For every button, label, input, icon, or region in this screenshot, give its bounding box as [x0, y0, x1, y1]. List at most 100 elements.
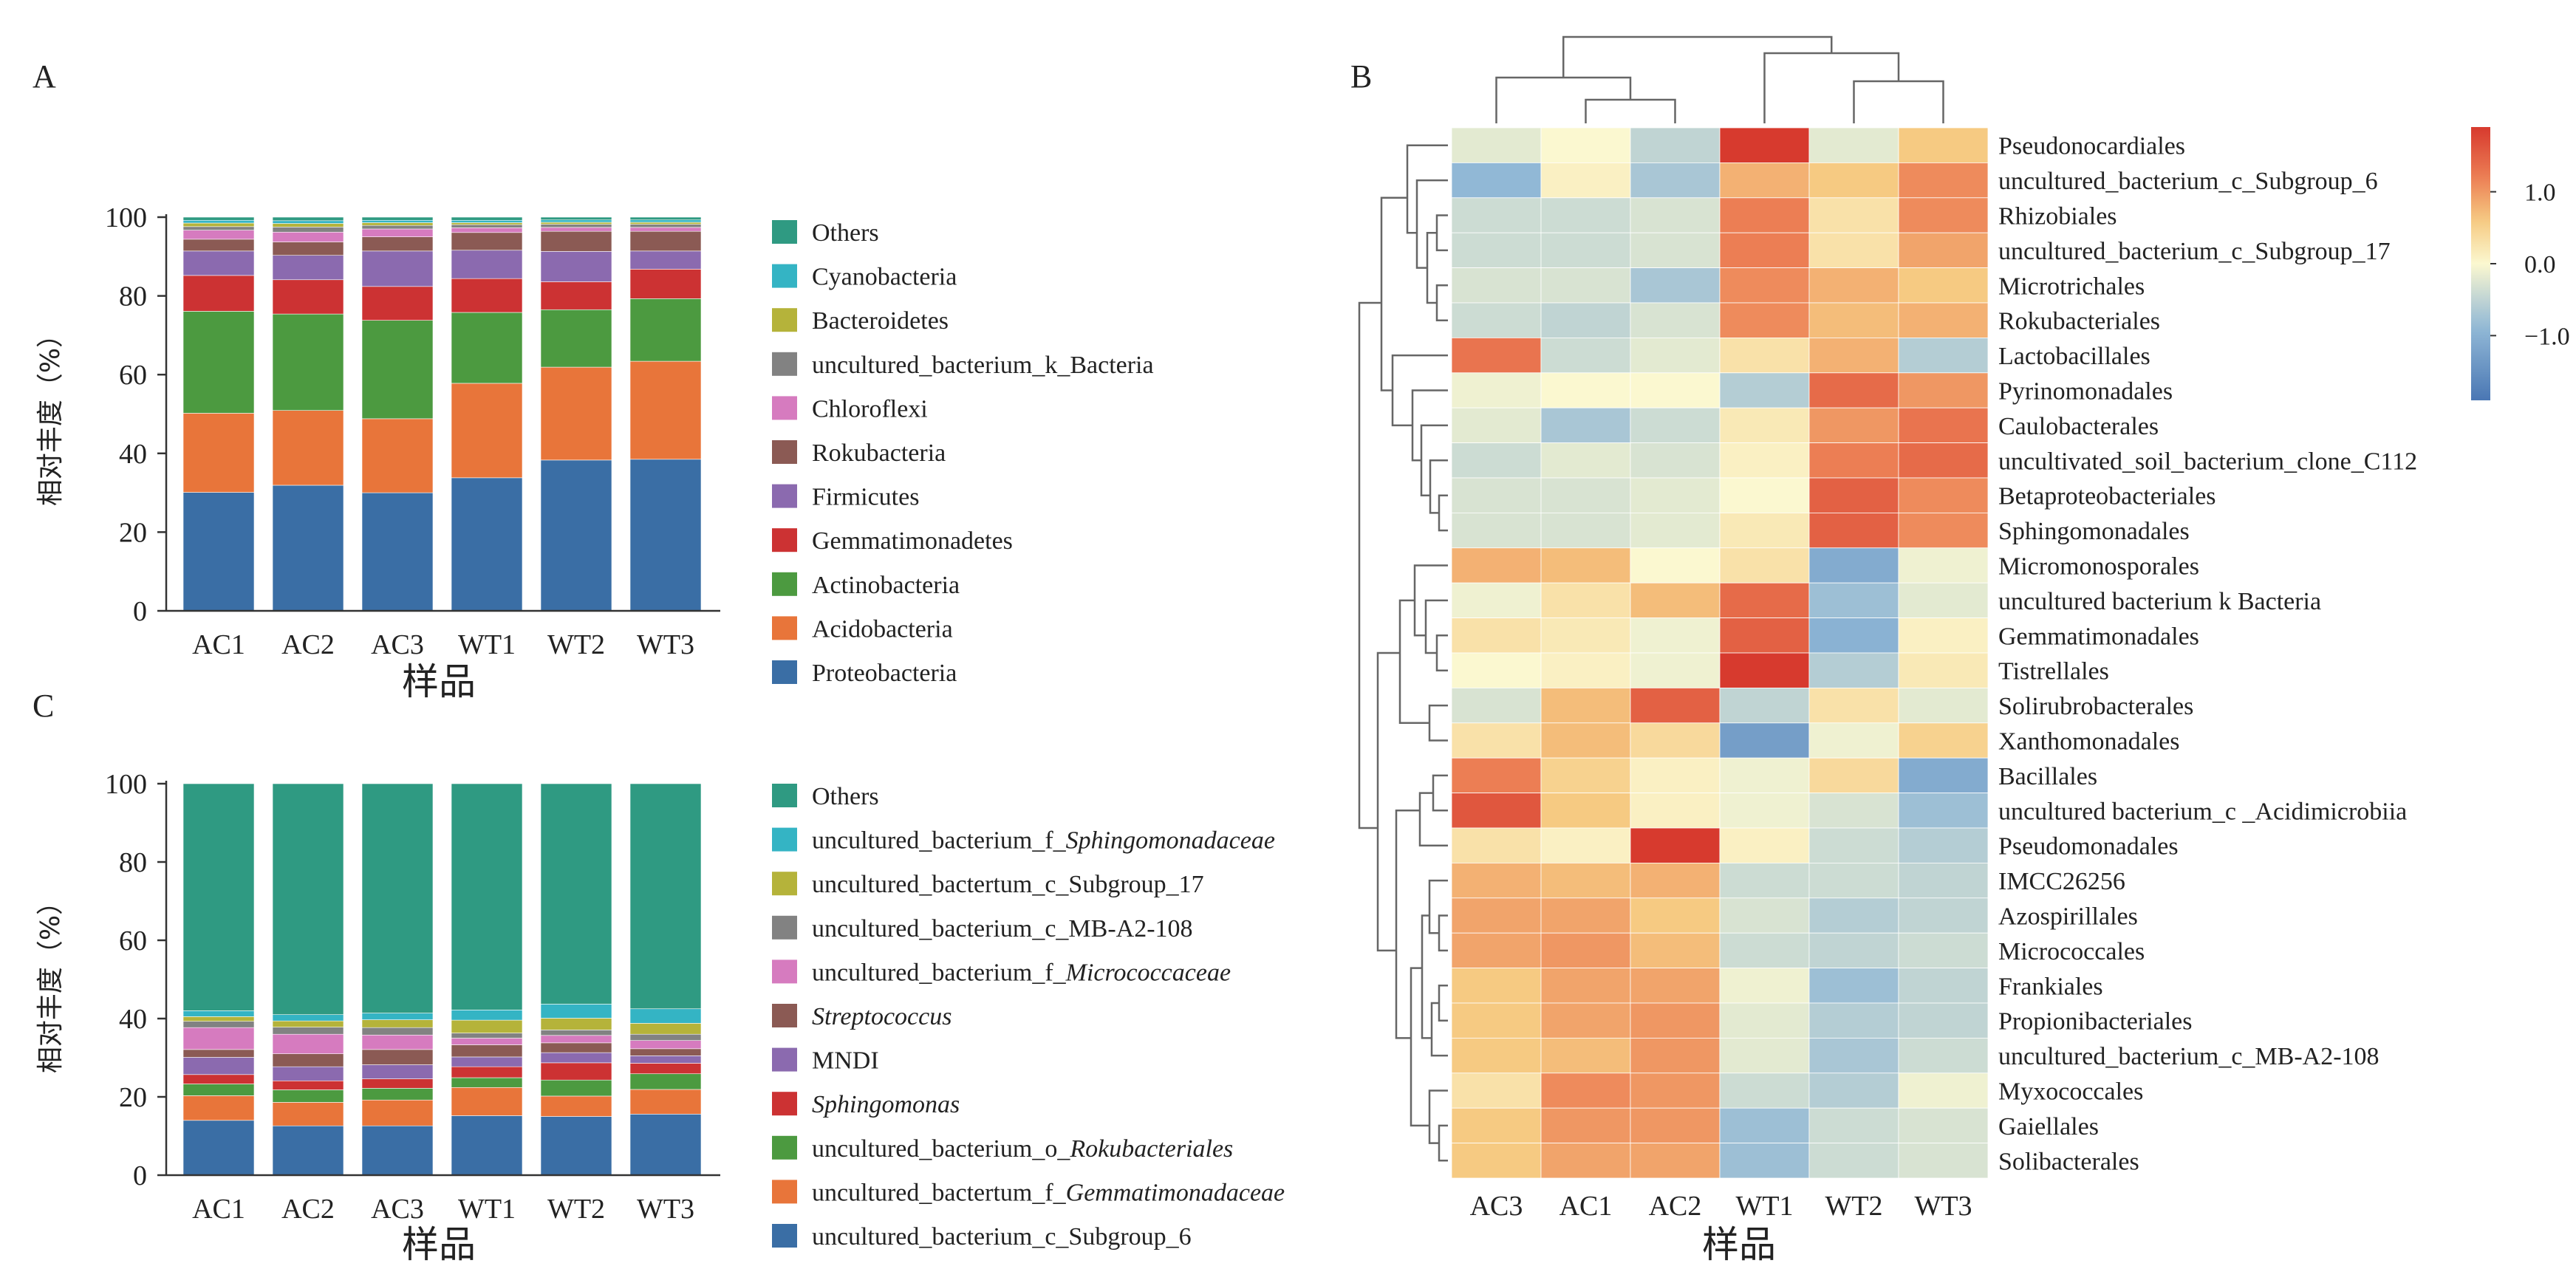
heatmap-cell — [1808, 302, 1899, 338]
legend-swatch — [772, 660, 797, 684]
heatmap-cell — [1451, 722, 1542, 759]
heatmap-cell — [1719, 897, 1810, 934]
legend-swatch — [772, 1047, 797, 1072]
heatmap-cell — [1898, 932, 1989, 968]
heatmap-cell — [1808, 232, 1899, 269]
heatmap-cell — [1451, 757, 1542, 793]
y-tick-label: 100 — [105, 769, 147, 800]
heatmap-cell — [1898, 547, 1989, 584]
heatmap-cell — [1451, 407, 1542, 444]
bar-segment — [272, 279, 344, 315]
dendrogram-branch — [1562, 35, 1833, 78]
heatmap-cell — [1451, 267, 1542, 304]
heatmap-cell — [1630, 1143, 1721, 1179]
heatmap-row-label: uncultured bacterium k Bacteria — [1998, 588, 2321, 615]
bar-segment — [540, 222, 612, 225]
bar-segment — [272, 410, 344, 486]
bar-segment — [361, 492, 434, 612]
legend-label: Others — [812, 219, 879, 247]
legend-label: Firmicutes — [812, 484, 919, 511]
bar-segment — [361, 1019, 434, 1028]
heatmap-cell — [1719, 863, 1810, 899]
bar-segment — [182, 1095, 255, 1121]
heatmap-row-label: Micromonosporales — [1998, 553, 2199, 581]
legend-label-italic: Gemmatimonadaceae — [1066, 1179, 1285, 1206]
bar-segment — [272, 1033, 344, 1054]
bar-segment — [272, 1027, 344, 1035]
heatmap-cell — [1719, 757, 1810, 793]
bar-segment — [629, 360, 702, 460]
heatmap-cell — [1808, 617, 1899, 654]
y-tick-label: 100 — [105, 202, 147, 233]
bar-segment — [182, 492, 255, 612]
heatmap-cell — [1898, 1143, 1989, 1179]
dendrogram-branch — [1410, 967, 1429, 1127]
heatmap-cell — [1451, 582, 1542, 619]
y-tick-label: 40 — [119, 439, 147, 470]
heatmap-cell — [1719, 1143, 1810, 1179]
panel-a-axes: 0 20 40 60 80 100 AC1 AC2 AC3 WT1 WT2 WT3 — [105, 202, 720, 660]
bar-segment — [629, 459, 702, 612]
legend-label-text: uncultured_bacterium_c_MB-A2-108 — [812, 915, 1193, 942]
dendrogram-branch — [1428, 1089, 1448, 1144]
bar-segment — [451, 1115, 523, 1176]
heatmap-cell — [1719, 197, 1810, 233]
heatmap-cell — [1898, 897, 1989, 934]
heatmap-cell — [1540, 477, 1631, 513]
heatmap-cell — [1540, 372, 1631, 408]
bar-segment — [451, 1087, 523, 1116]
heatmap-row-label: Bacillales — [1998, 763, 2097, 790]
colorbar-tick-label: 1.0 — [2524, 179, 2556, 207]
bar-segment — [272, 1125, 344, 1176]
bar-segment — [451, 224, 523, 228]
bar-segment — [182, 219, 255, 224]
y-tick-label: 60 — [119, 926, 147, 957]
dendrogram-branch — [1438, 1124, 1448, 1162]
heatmap-cell — [1719, 1107, 1810, 1143]
dendrogram-branch — [1438, 914, 1448, 952]
heatmap-cell — [1630, 688, 1721, 724]
heatmap-cell — [1898, 513, 1989, 549]
heatmap-row-label: Rokubacteriales — [1998, 308, 2160, 335]
bar-segment — [361, 1088, 434, 1101]
colorbar-gradient — [2471, 127, 2490, 400]
legend-label: Actinobacteria — [812, 572, 960, 599]
heatmap-cell — [1630, 652, 1721, 688]
heatmap-cell — [1451, 337, 1542, 374]
heatmap-cell — [1630, 968, 1721, 1004]
heatmap-row-label: Lactobacillales — [1998, 343, 2150, 370]
heatmap-cell — [1808, 513, 1899, 549]
legend-label-italic: Rokubacteriales — [1069, 1135, 1233, 1163]
bar-segment — [451, 312, 523, 384]
heatmap-cell — [1540, 757, 1631, 793]
bar-segment — [361, 216, 434, 221]
heatmap-cell — [1451, 1143, 1542, 1179]
legend-label: Rokubacteria — [812, 439, 946, 467]
bar-segment — [540, 1004, 612, 1019]
bar-segment — [540, 1116, 612, 1176]
legend-swatch — [772, 352, 797, 376]
legend-swatch — [772, 1004, 797, 1027]
legend-label-text: uncultured_bactertum_f_ — [812, 1179, 1067, 1206]
legend-label: uncultured_bacterium_f_Micrococcaceae — [812, 959, 1231, 986]
heatmap-cell — [1540, 582, 1631, 619]
heatmap-cell — [1630, 1038, 1721, 1074]
heatmap-row-label: uncultured_bacterium_c_Subgroup_17 — [1998, 238, 2391, 265]
bar-segment — [629, 230, 702, 252]
bar-segment — [182, 222, 255, 227]
heatmap-cell — [1540, 197, 1631, 233]
bar-segment — [182, 1021, 255, 1028]
bar-segment — [540, 1018, 612, 1030]
heatmap-cell — [1898, 1002, 1989, 1039]
bar-segment — [451, 1010, 523, 1021]
heatmap-cell — [1451, 652, 1542, 688]
heatmap-cell — [1451, 863, 1542, 899]
panel-b-label: B — [1350, 58, 1372, 95]
heatmap-cell — [1451, 968, 1542, 1004]
heatmap-cell — [1808, 1038, 1899, 1074]
panel-b-row-labels: Pseudonocardiales uncultured_bacterium_c_… — [1998, 133, 2417, 1176]
heatmap-cell — [1898, 688, 1989, 724]
heatmap-cell — [1451, 688, 1542, 724]
heatmap-cell — [1451, 302, 1542, 338]
heatmap-cell — [1630, 162, 1721, 199]
